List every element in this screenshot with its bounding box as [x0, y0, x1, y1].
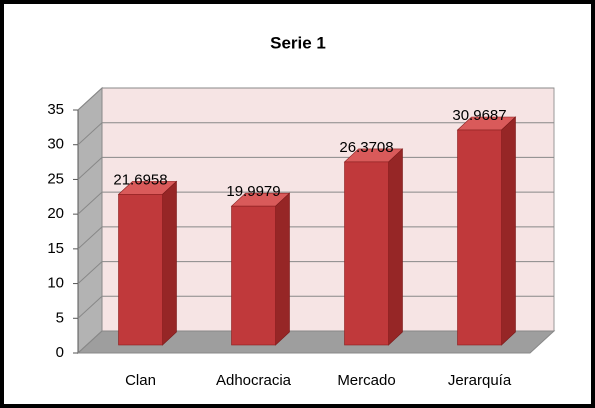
data-label: 21.6958	[113, 171, 167, 188]
y-tick-label: 20	[47, 205, 64, 222]
x-tick-label: Adhocracia	[216, 372, 292, 389]
grid-line	[77, 122, 554, 146]
data-label: 26.3708	[339, 139, 393, 156]
bar-side	[162, 180, 177, 346]
y-tick-label: 25	[47, 170, 64, 187]
bar	[344, 161, 389, 346]
bar-side	[275, 192, 290, 346]
data-label: 30.9687	[452, 107, 506, 124]
y-tick-label: 5	[56, 309, 64, 326]
y-tick-label: 10	[47, 275, 64, 292]
data-label: 19.9979	[226, 183, 280, 200]
y-tick-label: 30	[47, 136, 64, 153]
grid-line	[77, 330, 554, 354]
grid-line	[77, 156, 554, 180]
side-wall	[77, 86, 103, 355]
bar-side	[388, 148, 403, 346]
grid-line	[77, 261, 554, 284]
grid-line	[77, 191, 554, 215]
y-tick-label: 35	[47, 101, 64, 118]
bar	[457, 129, 502, 346]
grid-line	[77, 226, 554, 250]
bar	[231, 205, 276, 346]
x-tick-label: Clan	[125, 372, 156, 389]
bar	[118, 194, 163, 346]
x-tick-label: Jerarquía	[448, 372, 512, 389]
y-tick-label: 0	[56, 344, 64, 361]
grid-line	[77, 87, 554, 111]
grid-line	[77, 295, 554, 319]
y-tick-label: 15	[47, 240, 64, 257]
bar-side	[501, 116, 516, 346]
x-tick-label: Mercado	[337, 372, 395, 389]
chart-title: Serie 1	[270, 33, 326, 52]
